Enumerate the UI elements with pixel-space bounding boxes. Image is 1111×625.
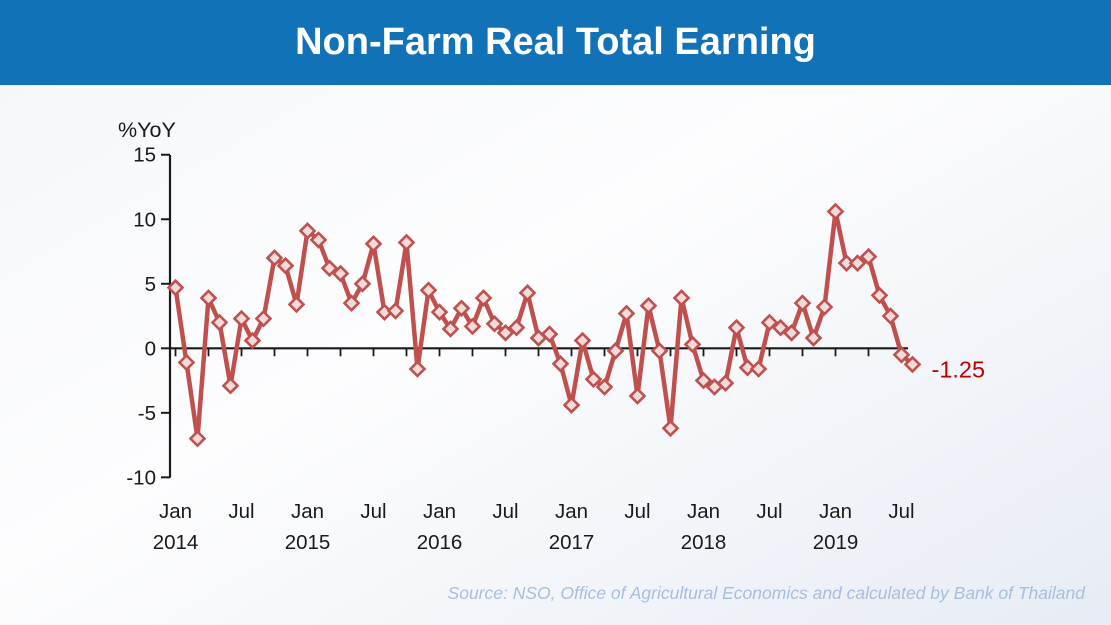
data-point-marker <box>342 294 361 312</box>
data-point-marker <box>507 318 526 337</box>
y-tick-label: 10 <box>133 208 156 231</box>
data-point-marker <box>441 320 460 338</box>
data-point-marker <box>232 309 251 328</box>
data-point-marker <box>474 289 493 307</box>
data-point-marker <box>419 281 438 300</box>
data-point-marker <box>177 353 196 372</box>
data-point-marker <box>287 295 306 314</box>
x-tick-label: Jul <box>360 500 386 523</box>
y-tick-label: 5 <box>145 273 156 296</box>
data-point-marker <box>694 371 713 390</box>
data-point-marker <box>562 396 581 414</box>
data-point-marker <box>331 264 350 283</box>
data-point-marker <box>727 318 746 337</box>
x-tick-label: Jul <box>756 500 782 523</box>
data-point-marker <box>298 222 317 240</box>
data-point-marker <box>243 331 262 350</box>
page-title: Non-Farm Real Total Earning <box>295 21 816 63</box>
data-point-marker <box>485 314 504 333</box>
data-point-marker <box>364 234 383 253</box>
data-point-marker <box>573 331 592 350</box>
data-point-marker <box>639 296 658 315</box>
data-point-marker <box>452 299 471 318</box>
source-text: Source: NSO, Office of Agricultural Econ… <box>447 583 1085 603</box>
x-tick-label: Jan <box>687 500 720 523</box>
data-point-marker <box>584 370 603 389</box>
data-point-marker <box>782 323 801 342</box>
x-tick-label: Jan <box>291 500 324 523</box>
data-point-marker <box>188 429 207 448</box>
x-tick-year-label: 2015 <box>285 531 331 554</box>
x-tick-label: Jul <box>228 500 254 523</box>
data-point-marker <box>650 342 669 360</box>
data-point-marker <box>617 304 636 323</box>
data-point-marker <box>859 247 878 266</box>
data-point-marker <box>793 294 812 312</box>
data-point-marker <box>881 307 900 325</box>
data-point-marker <box>386 302 405 320</box>
data-point-marker <box>749 360 768 378</box>
data-point-marker <box>540 325 559 343</box>
data-point-marker <box>320 259 339 278</box>
y-tick-label: 0 <box>145 337 156 360</box>
data-point-marker <box>771 318 790 337</box>
data-point-marker <box>892 345 911 364</box>
x-tick-label: Jul <box>624 500 650 523</box>
data-point-marker <box>683 335 702 354</box>
x-tick-year-label: 2018 <box>681 531 727 554</box>
data-point-marker <box>595 378 614 396</box>
x-tick-year-label: 2019 <box>813 531 859 554</box>
header-bar: Non-Farm Real Total Earning <box>0 0 1111 85</box>
data-point-marker <box>265 249 284 267</box>
data-point-marker <box>518 283 537 302</box>
data-point-marker <box>353 274 372 293</box>
y-axis-unit-label: %YoY <box>118 118 176 142</box>
data-point-marker <box>309 231 328 249</box>
data-point-marker <box>815 298 834 316</box>
data-point-marker <box>672 289 691 307</box>
x-tick-year-label: 2014 <box>153 531 199 554</box>
data-point-marker <box>848 254 867 272</box>
data-point-marker <box>430 303 449 322</box>
data-point-marker <box>210 313 229 332</box>
data-point-marker <box>166 278 185 297</box>
x-tick-year-label: 2016 <box>417 531 463 554</box>
data-point-marker <box>551 354 570 373</box>
x-tick-label: Jan <box>159 500 192 523</box>
data-point-marker <box>397 233 416 252</box>
data-point-marker <box>221 376 240 395</box>
data-point-marker <box>760 313 779 332</box>
data-point-marker <box>408 360 427 378</box>
x-tick-label: Jan <box>555 500 588 523</box>
y-tick-label: 15 <box>133 144 156 167</box>
data-point-marker <box>199 289 218 307</box>
data-point-marker <box>276 256 295 275</box>
data-point-marker <box>254 309 273 328</box>
x-tick-label: Jul <box>888 500 914 523</box>
y-tick-label: -10 <box>126 466 156 489</box>
data-point-marker <box>826 202 845 221</box>
data-line <box>173 209 915 441</box>
data-point-marker <box>870 286 889 305</box>
data-point-marker <box>903 355 922 374</box>
data-point-marker <box>804 329 823 347</box>
data-point-marker <box>738 358 757 377</box>
data-point-marker <box>496 323 515 342</box>
last-value-annotation: -1.25 <box>932 356 986 382</box>
y-tick-label: -5 <box>138 402 156 425</box>
data-point-marker <box>628 387 647 405</box>
data-point-marker <box>661 419 680 438</box>
data-point-marker <box>463 317 482 336</box>
x-tick-label: Jan <box>423 500 456 523</box>
x-tick-label: Jul <box>492 500 518 523</box>
x-tick-label: Jan <box>819 500 852 523</box>
data-point-marker <box>606 342 625 360</box>
data-point-marker <box>716 374 735 392</box>
x-tick-year-label: 2017 <box>549 531 595 554</box>
